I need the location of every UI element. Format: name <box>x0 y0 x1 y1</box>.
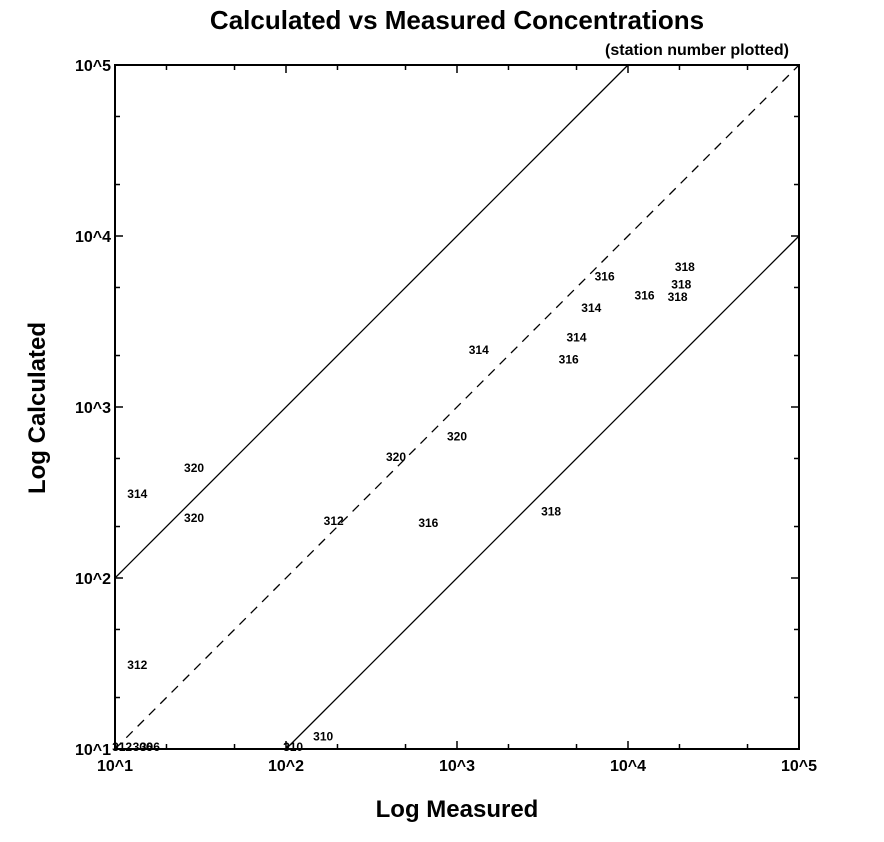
y-tick-label: 10^1 <box>75 742 111 759</box>
reference-lines <box>114 64 800 750</box>
data-point-label: 314 <box>127 487 147 501</box>
data-point-label: 312 <box>127 658 147 672</box>
data-point-label: 314 <box>567 330 587 344</box>
x-tick-label: 10^2 <box>268 758 304 775</box>
data-point-label: 312 <box>112 740 132 754</box>
y-tick-label: 10^5 <box>75 58 111 75</box>
x-tick-label: 10^5 <box>781 758 817 775</box>
y-tick-label: 10^2 <box>75 571 111 588</box>
data-point-label: 316 <box>418 516 438 530</box>
data-point-label: 306 <box>133 740 153 754</box>
data-point-label: 316 <box>635 288 655 302</box>
x-tick-label: 10^1 <box>97 758 133 775</box>
data-point-label: 320 <box>447 430 467 444</box>
chart-title: Calculated vs Measured Concentrations <box>210 5 704 35</box>
data-point-label: 318 <box>541 504 561 518</box>
x-tick-label: 10^3 <box>439 758 475 775</box>
data-point-label: 312 <box>324 514 344 528</box>
reference-line-factor-of-10-under <box>285 235 800 750</box>
y-tick-label: 10^4 <box>75 229 111 246</box>
data-point-label: 318 <box>668 290 688 304</box>
plot-frame <box>114 64 800 750</box>
data-point-label: 320 <box>386 450 406 464</box>
reference-line-factor-of-10-over <box>114 64 629 579</box>
data-point-label: 316 <box>595 269 615 283</box>
data-point-label: 314 <box>469 343 489 357</box>
y-axis-label: Log Calculated <box>24 322 51 494</box>
y-tick-label: 10^3 <box>75 400 111 417</box>
data-point-label: 310 <box>283 740 303 754</box>
data-point-label: 320 <box>184 461 204 475</box>
data-point-label: 316 <box>559 352 579 366</box>
x-axis-label: Log Measured <box>376 796 539 823</box>
data-point-label: 310 <box>313 730 333 744</box>
data-point-label: 318 <box>675 260 695 274</box>
x-tick-label: 10^4 <box>610 758 646 775</box>
data-point-label: 318 <box>671 278 691 292</box>
data-point-label: 320 <box>184 511 204 525</box>
chart-subtitle: (station number plotted) <box>605 42 789 59</box>
axis-ticks: 10^1 10^2 10^3 10^4 10^5 10^1 10^2 10^3 10^4 10^5 <box>75 58 817 775</box>
reference-line-one-to-one <box>114 64 800 750</box>
data-point-label: 314 <box>581 301 601 315</box>
data-point-label: 306 <box>140 740 160 754</box>
